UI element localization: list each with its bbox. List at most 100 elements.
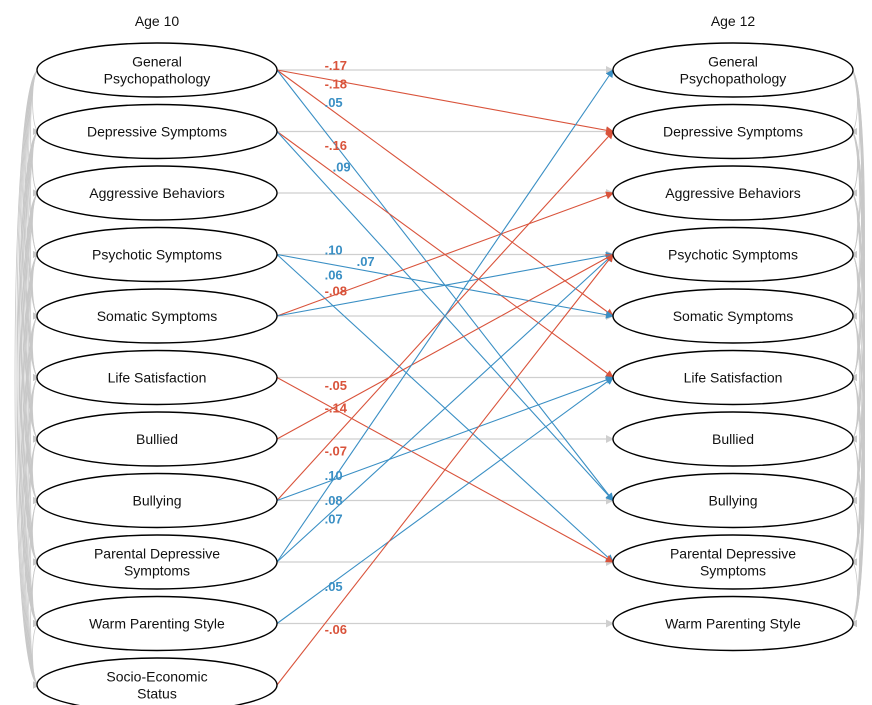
path-som-to-psy (276, 251, 614, 317)
age12-node-label-life-satisfaction: Life Satisfaction (684, 370, 783, 386)
age10-node-label-bullied: Bullied (136, 431, 178, 447)
age12-node-bullied: Bullied (612, 411, 854, 467)
age10-node-label-bullying: Bullying (132, 493, 181, 509)
age10-node-label-psychotic-symptoms: Psychotic Symptoms (92, 247, 222, 263)
path-bullied-to-psy (276, 254, 614, 440)
right-covariance-arc (850, 69, 858, 135)
age12-node-agg: Aggressive Behaviors (612, 165, 854, 221)
age12-node-ellipse (612, 349, 854, 406)
age10-node-label-parental-depressive: Parental Depressive (94, 546, 220, 562)
path-warm-to-life (276, 376, 614, 624)
coef-gp-to-dep: -.17 (325, 58, 347, 73)
coef-pds-to-psy: .07 (325, 511, 343, 526)
coef-dep-to-life: -.16 (325, 138, 347, 153)
path-pds-to-gp (276, 69, 614, 563)
age10-node-ellipse (36, 472, 278, 529)
coef-psy-to-pds: .06 (325, 267, 343, 282)
age12-node-psy: Psychotic Symptoms (612, 226, 854, 283)
age10-node-ellipse (36, 103, 278, 160)
age10-node-ellipse (36, 288, 278, 344)
coef-life-to-pds: -.05 (325, 378, 347, 393)
age12-node-ellipse (612, 103, 854, 160)
age12-node-warm: Warm Parenting Style (612, 595, 854, 652)
age10-node-bullying: Bullying (36, 472, 278, 529)
path-ses-to-psy (276, 253, 614, 686)
age10-node-life: Life Satisfaction (36, 349, 278, 406)
cross-lagged-paths (276, 69, 614, 686)
right-covariance-arc (850, 561, 858, 627)
coef-som-to-psy: .07 (357, 254, 375, 269)
age12-node-label-aggressive-behaviors: Aggressive Behaviors (665, 185, 800, 201)
age12-node-ellipse (612, 472, 854, 529)
age12-node-life: Life Satisfaction (612, 349, 854, 406)
age12-node-label-symptoms: Symptoms (700, 563, 766, 579)
age12-node-ellipse (612, 534, 854, 590)
age12-node-ellipse (612, 595, 854, 652)
age10-node-label-depressive-symptoms: Depressive Symptoms (87, 124, 227, 140)
age12-node-dep: Depressive Symptoms (612, 103, 854, 160)
coef-dep-to-bullying: .09 (333, 159, 351, 174)
coef-pds-to-gp: .08 (325, 493, 343, 508)
age10-node-dep: Depressive Symptoms (36, 103, 278, 160)
age10-node-som: Somatic Symptoms (36, 288, 278, 344)
right-covariance-arc (850, 192, 858, 258)
coef-warm-to-life: .05 (325, 579, 343, 594)
coef-som-to-agg: -.08 (325, 284, 347, 299)
path-som-to-agg (276, 191, 614, 317)
path-coefficients: -.17 -.18 .05 -.16 .09 .10 .06 -.08 .07 -.05 -.14 -… (325, 58, 375, 637)
age10-node-label-general: General (132, 54, 182, 70)
coef-psy-to-som: .10 (325, 243, 343, 258)
age10-node-ellipse (36, 349, 278, 406)
covariance-arcs (14, 69, 865, 689)
age12-node-label-psychopathology: Psychopathology (680, 71, 787, 87)
right-covariance-arc (850, 315, 858, 381)
age10-node-bullied: Bullied (36, 411, 278, 467)
age12-node-ellipse (612, 42, 854, 98)
age10-node-label-status: Status (137, 686, 177, 702)
age12-node-label-psychotic-symptoms: Psychotic Symptoms (668, 247, 798, 263)
path-gp-to-dep (276, 69, 614, 135)
age10-node-label-warm-parenting-style: Warm Parenting Style (89, 616, 225, 632)
age12-title: Age 12 (711, 13, 756, 29)
age12-node-label-somatic-symptoms: Somatic Symptoms (673, 308, 794, 324)
age10-node-ellipse (36, 226, 278, 283)
age10-node-ellipse (36, 534, 278, 590)
age10-node-ellipse (36, 411, 278, 467)
age12-node-ellipse (612, 288, 854, 344)
coef-ses-to-psy: -.06 (325, 622, 347, 637)
right-covariance-arc (850, 254, 858, 320)
right-covariance-arc (850, 131, 858, 197)
coef-bullying-to-life: .10 (325, 468, 343, 483)
age12-node-label-parental-depressive: Parental Depressive (670, 546, 796, 562)
coef-gp-to-bullying: .05 (325, 95, 343, 110)
age12-node-label-warm-parenting-style: Warm Parenting Style (665, 616, 801, 632)
age12-node-label-bullying: Bullying (708, 493, 757, 509)
coef-gp-to-som: -.18 (325, 77, 347, 92)
age10-title: Age 10 (135, 13, 180, 29)
age10-node-ellipse (36, 657, 278, 705)
path-pds-to-psy (276, 253, 614, 563)
age10-node-label-somatic-symptoms: Somatic Symptoms (97, 308, 218, 324)
right-covariance-arc (850, 438, 858, 504)
age10-node-label-psychopathology: Psychopathology (104, 71, 211, 87)
age10-node-agg: Aggressive Behaviors (36, 165, 278, 221)
age12-node-bullying: Bullying (612, 472, 854, 529)
age12-node-ellipse (612, 226, 854, 283)
age10-node-ellipse (36, 42, 278, 98)
age10-node-psy: Psychotic Symptoms (36, 226, 278, 283)
coef-bullying-to-dep: -.07 (325, 444, 347, 459)
coef-bullied-to-psy: -.14 (325, 401, 348, 416)
age10-node-label-aggressive-behaviors: Aggressive Behaviors (89, 185, 224, 201)
age10-node-label-symptoms: Symptoms (124, 563, 190, 579)
age12-node-som: Somatic Symptoms (612, 288, 854, 344)
age12-node-label-general: General (708, 54, 758, 70)
age12-node-ellipse (612, 411, 854, 467)
age10-node-ellipse (36, 165, 278, 221)
